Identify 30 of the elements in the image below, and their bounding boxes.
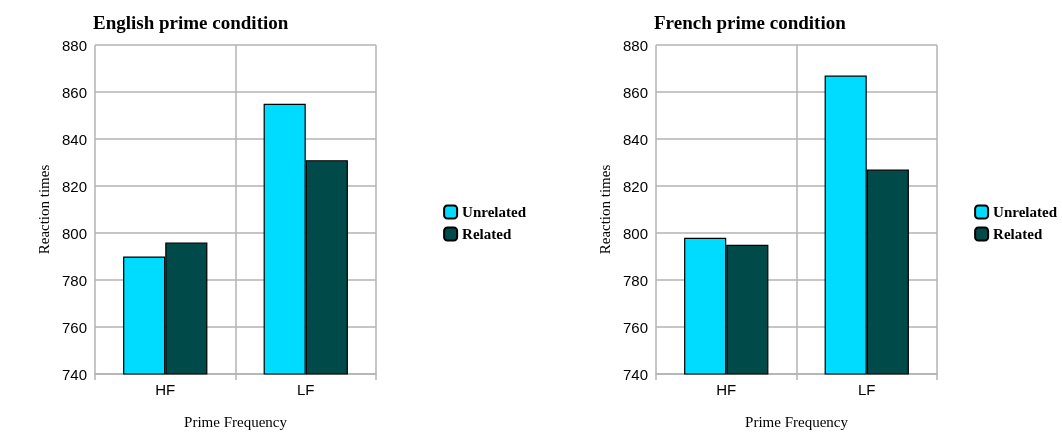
legend-label: Unrelated xyxy=(462,204,527,220)
x-axis-title: Prime Frequency xyxy=(184,413,288,430)
y-tick-label: 760 xyxy=(622,318,648,336)
y-tick-label: 880 xyxy=(622,36,648,54)
x-tick-label: HF xyxy=(716,381,737,398)
chart-title: English prime condition xyxy=(93,12,289,33)
chart-title: French prime condition xyxy=(654,12,847,33)
y-tick-label: 820 xyxy=(622,177,648,195)
y-tick-label: 800 xyxy=(61,224,87,242)
x-tick-label: HF xyxy=(155,381,176,398)
y-tick-label: 840 xyxy=(61,130,87,148)
x-tick-label: LF xyxy=(857,381,876,398)
legend-label: Related xyxy=(993,226,1043,242)
y-axis-title: Reaction times xyxy=(596,164,613,255)
legend-label: Unrelated xyxy=(993,204,1058,220)
y-tick-label: 780 xyxy=(61,271,87,289)
x-axis-title: Prime Frequency xyxy=(745,413,849,430)
y-tick-label: 760 xyxy=(61,318,87,336)
y-tick-label: 860 xyxy=(61,83,87,101)
y-tick-label: 740 xyxy=(622,365,648,383)
y-axis-title: Reaction times xyxy=(35,164,52,255)
y-tick-label: 740 xyxy=(61,365,87,383)
y-tick-label: 860 xyxy=(622,83,648,101)
y-tick-label: 880 xyxy=(61,36,87,54)
x-tick-label: LF xyxy=(296,381,315,398)
y-tick-label: 820 xyxy=(61,177,87,195)
y-tick-label: 800 xyxy=(622,224,648,242)
legend-label: Related xyxy=(462,226,512,242)
y-tick-label: 780 xyxy=(622,271,648,289)
y-tick-label: 840 xyxy=(622,130,648,148)
